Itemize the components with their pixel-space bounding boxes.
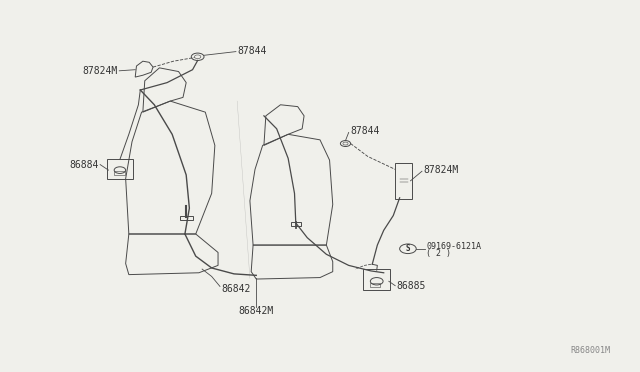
Text: R868001M: R868001M [570, 346, 610, 355]
Text: 86885: 86885 [396, 282, 426, 291]
Text: 09169-6121A: 09169-6121A [426, 243, 481, 251]
Text: 87844: 87844 [351, 126, 380, 137]
Text: 86842M: 86842M [239, 306, 274, 316]
Text: 87824M: 87824M [423, 166, 458, 176]
Text: 86842: 86842 [221, 283, 251, 294]
Text: ( 2 ): ( 2 ) [426, 249, 451, 258]
Text: S: S [406, 244, 410, 253]
Text: 87844: 87844 [237, 46, 266, 56]
Text: 86884: 86884 [70, 160, 99, 170]
Text: 87824M: 87824M [83, 66, 118, 76]
